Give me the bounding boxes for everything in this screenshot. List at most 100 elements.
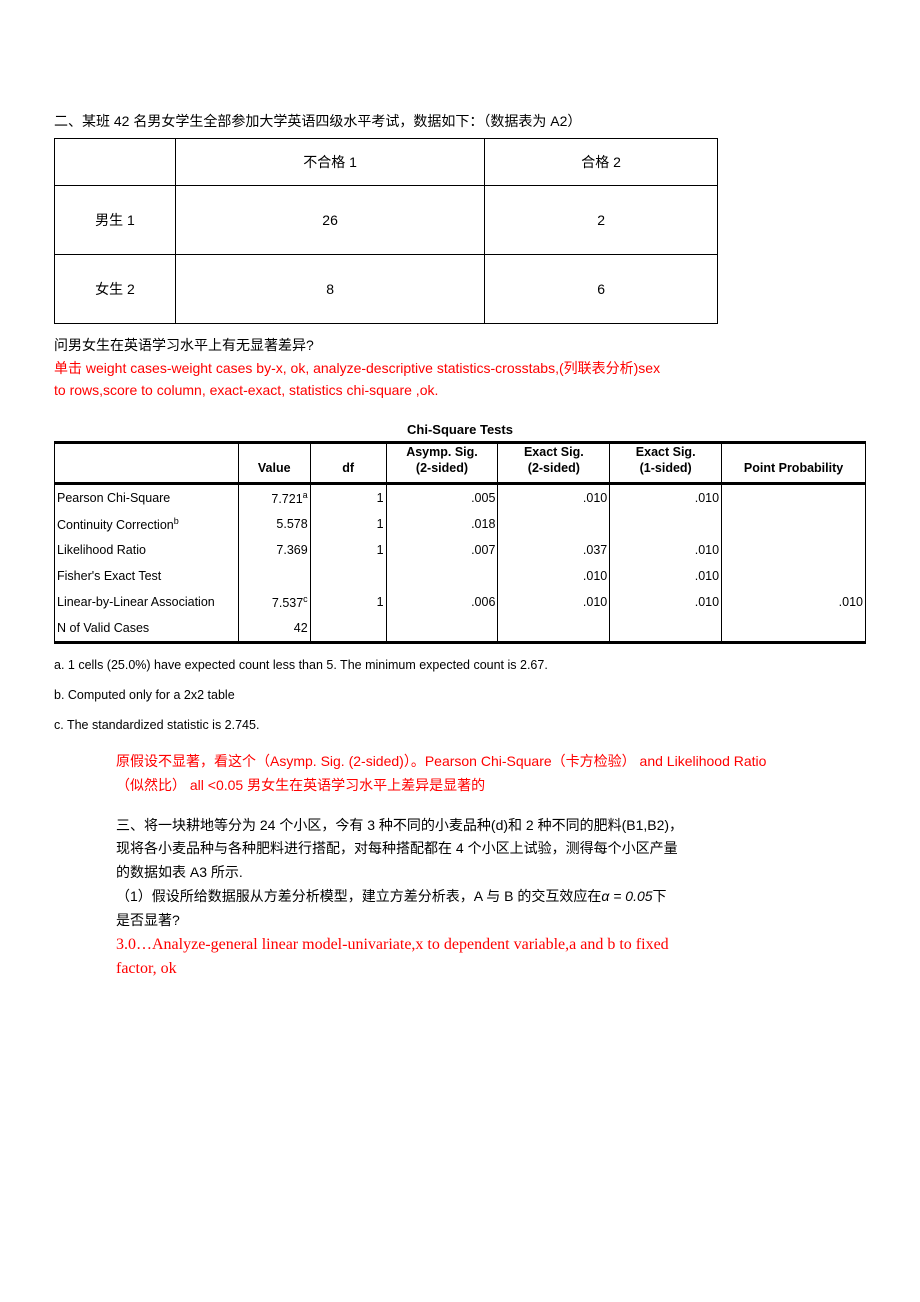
chi-square-table: Value df Asymp. Sig. (2-sided) Exact Sig.…	[54, 441, 866, 645]
chi-cell: .010	[610, 484, 722, 512]
section-3-line1: 三、将一块耕地等分为 24 个小区，今有 3 种不同的小麦品种(d)和 2 种不…	[54, 814, 866, 838]
chi-header-exact2: Exact Sig. (2-sided)	[498, 442, 610, 484]
analysis-line1: 原假设不显著，看这个（Asymp. Sig. (2-sided)）。Pearso…	[54, 750, 866, 774]
chi-cell: .010	[610, 589, 722, 615]
crosstab-cell: 8	[176, 255, 485, 324]
chi-label-text: Continuity Correction	[57, 518, 174, 532]
chi-cell: 1	[310, 484, 386, 512]
spss-instructions-line2: to rows,score to column, exact-exact, st…	[54, 379, 866, 401]
chi-header-exact1-1: Exact Sig.	[636, 445, 696, 459]
chi-cell: .010	[610, 563, 722, 589]
chi-cell	[722, 511, 866, 537]
chi-cell: 1	[310, 511, 386, 537]
chi-value: 7.537	[272, 596, 303, 610]
crosstab-cell: 26	[176, 186, 485, 255]
footnote-a: a. 1 cells (25.0%) have expected count l…	[54, 650, 866, 680]
chi-square-title: Chi-Square Tests	[54, 422, 866, 437]
table-row: Pearson Chi-Square 7.721a 1 .005 .010 .0…	[55, 484, 866, 512]
chi-cell: .037	[498, 537, 610, 563]
crosstab-col-fail: 不合格 1	[176, 139, 485, 186]
chi-header-exact1: Exact Sig. (1-sided)	[610, 442, 722, 484]
crosstab-table: 不合格 1 合格 2 男生 1 26 2 女生 2 8 6	[54, 138, 718, 324]
crosstab-col-pass: 合格 2	[485, 139, 718, 186]
chi-cell: .007	[386, 537, 498, 563]
section-3-spss-line2: factor, ok	[54, 957, 866, 981]
chi-sup: c	[303, 594, 308, 604]
chi-cell: 1	[310, 589, 386, 615]
chi-cell	[722, 563, 866, 589]
chi-header-exact1-2: (1-sided)	[640, 461, 692, 475]
chi-cell	[310, 563, 386, 589]
chi-cell	[722, 615, 866, 643]
chi-header-exact2-2: (2-sided)	[528, 461, 580, 475]
chi-header-blank	[55, 442, 239, 484]
crosstab-cell: 6	[485, 255, 718, 324]
section-2-intro: 二、某班 42 名男女学生全部参加大学英语四级水平考试，数据如下：（数据表为 A…	[54, 110, 866, 132]
footnote-b: b. Computed only for a 2x2 table	[54, 680, 866, 710]
chi-row-likelihood-label: Likelihood Ratio	[55, 537, 239, 563]
chi-cell	[386, 563, 498, 589]
chi-cell	[498, 511, 610, 537]
chi-header-asymp-1: Asymp. Sig.	[406, 445, 478, 459]
section-3-line2: 现将各小麦品种与各种肥料进行搭配，对每种搭配都在 4 个小区上试验，测得每个小区…	[54, 837, 866, 861]
chi-cell	[238, 563, 310, 589]
chi-cell	[310, 615, 386, 643]
chi-cell: 1	[310, 537, 386, 563]
crosstab-row-male: 男生 1	[55, 186, 176, 255]
chi-cell: .010	[498, 484, 610, 512]
section-3-sub1c: 是否显著?	[54, 909, 866, 933]
table-row: 女生 2 8 6	[55, 255, 718, 324]
section-2-question: 问男女生在英语学习水平上有无显著差异?	[54, 334, 866, 356]
chi-cell: 7.537c	[238, 589, 310, 615]
section-3-spss-line1: 3.0…Analyze-general linear model-univari…	[54, 933, 866, 957]
chi-header-value: Value	[238, 442, 310, 484]
chi-cell	[610, 615, 722, 643]
spss-instructions-line1: 单击 weight cases-weight cases by-x, ok, a…	[54, 357, 866, 379]
chi-cell: .018	[386, 511, 498, 537]
section-3-alpha: α = 0.05	[601, 888, 652, 904]
table-row: N of Valid Cases 42	[55, 615, 866, 643]
chi-cell: 7.369	[238, 537, 310, 563]
chi-cell: .005	[386, 484, 498, 512]
section-3-sub1a: （1）假设所给数据服从方差分析模型，建立方差分析表，A 与 B 的交互效应在	[116, 888, 601, 904]
table-row: Likelihood Ratio 7.369 1 .007 .037 .010	[55, 537, 866, 563]
chi-cell: .010	[498, 563, 610, 589]
footnote-c: c. The standardized statistic is 2.745.	[54, 710, 866, 740]
chi-cell	[722, 537, 866, 563]
chi-cell: .010	[498, 589, 610, 615]
chi-header-exact2-1: Exact Sig.	[524, 445, 584, 459]
crosstab-corner	[55, 139, 176, 186]
chi-cell: .006	[386, 589, 498, 615]
section-3-line3: 的数据如表 A3 所示.	[54, 861, 866, 885]
chi-cell	[386, 615, 498, 643]
chi-header-df: df	[310, 442, 386, 484]
chi-sup: b	[174, 516, 179, 526]
chi-cell: 5.578	[238, 511, 310, 537]
chi-row-linear-label: Linear-by-Linear Association	[55, 589, 239, 615]
section-3-sub1b: 下	[653, 888, 667, 904]
table-row: Fisher's Exact Test .010 .010	[55, 563, 866, 589]
section-3-sub1: （1）假设所给数据服从方差分析模型，建立方差分析表，A 与 B 的交互效应在α …	[54, 885, 866, 909]
chi-cell: .010	[722, 589, 866, 615]
analysis-line2: （似然比） all <0.05 男女生在英语学习水平上差异是显著的	[54, 774, 866, 798]
chi-header-asymp-2: (2-sided)	[416, 461, 468, 475]
chi-header-pp: Point Probability	[722, 442, 866, 484]
chi-header-asymp: Asymp. Sig. (2-sided)	[386, 442, 498, 484]
chi-row-n-label: N of Valid Cases	[55, 615, 239, 643]
chi-cell: 7.721a	[238, 484, 310, 512]
chi-row-pearson-label: Pearson Chi-Square	[55, 484, 239, 512]
chi-cell	[610, 511, 722, 537]
chi-footnotes: a. 1 cells (25.0%) have expected count l…	[54, 650, 866, 740]
chi-cell	[722, 484, 866, 512]
table-row: Continuity Correctionb 5.578 1 .018	[55, 511, 866, 537]
chi-cell	[498, 615, 610, 643]
chi-cell: .010	[610, 537, 722, 563]
table-row: 男生 1 26 2	[55, 186, 718, 255]
crosstab-row-female: 女生 2	[55, 255, 176, 324]
table-row: Linear-by-Linear Association 7.537c 1 .0…	[55, 589, 866, 615]
chi-cell: 42	[238, 615, 310, 643]
chi-value: 7.721	[271, 492, 302, 506]
chi-sup: a	[303, 490, 308, 500]
chi-row-fisher-label: Fisher's Exact Test	[55, 563, 239, 589]
chi-row-continuity-label: Continuity Correctionb	[55, 511, 239, 537]
